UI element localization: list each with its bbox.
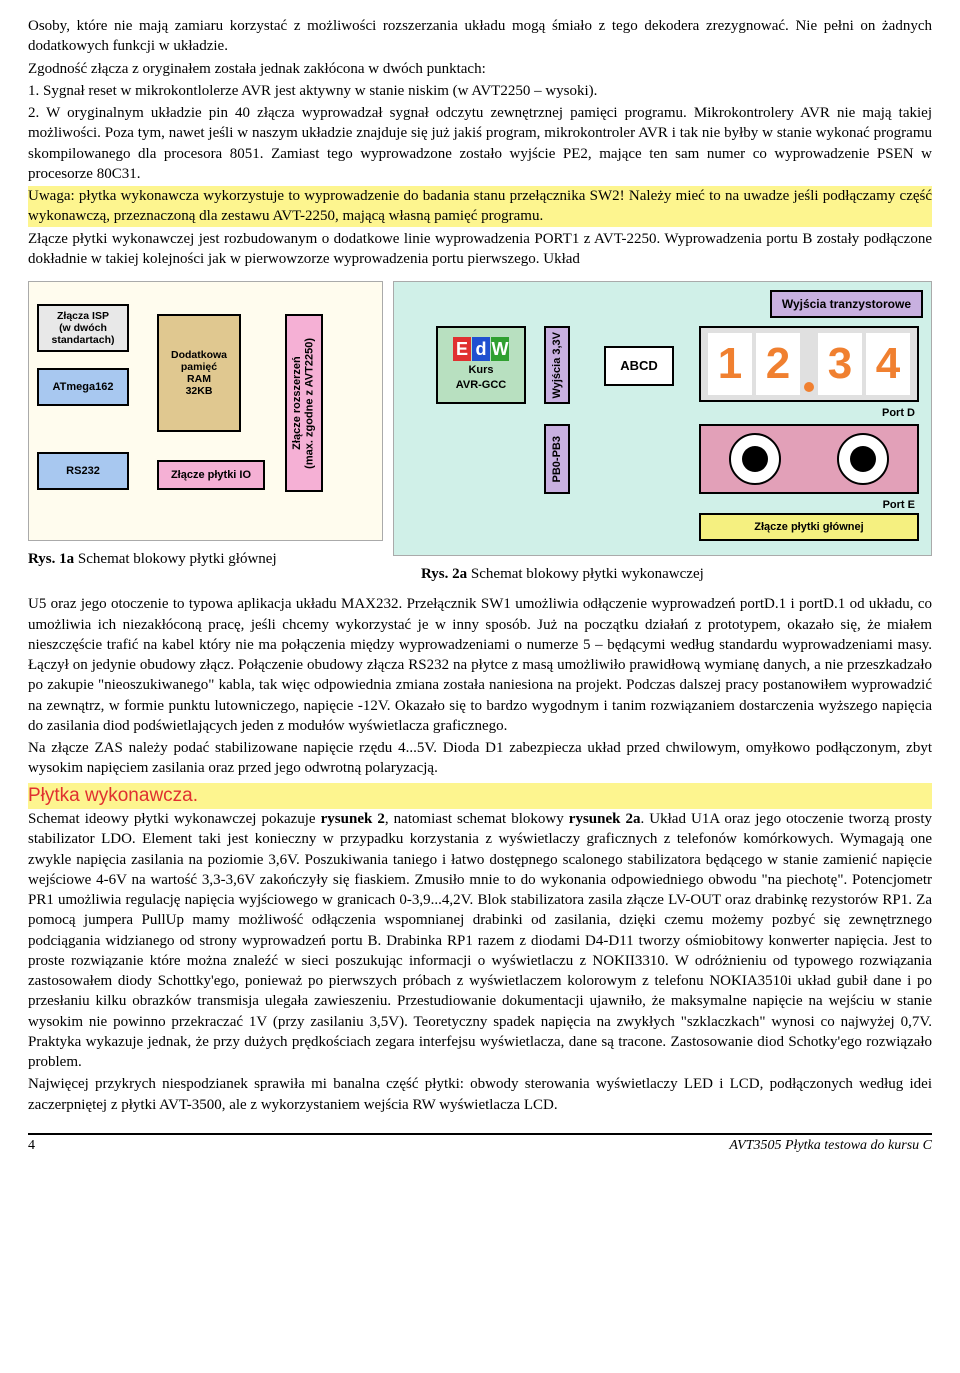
digit-4: 4 [866, 333, 910, 395]
kurs-box: EdW Kurs AVR-GCC [436, 326, 526, 404]
decimal-dot [804, 382, 814, 392]
paragraph-4: U5 oraz jego otoczenie to typowa aplikac… [28, 594, 932, 736]
main-board-conn: Złącze płytki głównej [699, 513, 919, 541]
list-item-2: 2. W oryginalnym układzie pin 40 złącza … [28, 103, 932, 184]
caption-2a-bold: Rys. 2a [421, 566, 467, 582]
io-conn-box: Złącze płytki IO [157, 460, 265, 490]
footer-title: AVT3505 Płytka testowa do kursu C [729, 1137, 932, 1156]
caption-2a-text: Schemat blokowy płytki wykonawczej [467, 566, 704, 582]
port-d-label: Port D [882, 406, 915, 421]
p6-b: rysunek 2 [321, 811, 385, 827]
list-item-1: 1. Sygnał reset w mikrokontlolerze AVR j… [28, 81, 932, 101]
caption-2a: Rys. 2a Schemat blokowy płytki wykonawcz… [421, 564, 932, 584]
caption-1a: Rys. 1a Schemat blokowy płytki głównej [28, 549, 383, 569]
seven-seg-display: 1 2 3 4 [699, 326, 919, 402]
caption-1a-bold: Rys. 1a [28, 551, 74, 567]
paragraph-6: Schemat ideowy płytki wykonawczej pokazu… [28, 809, 932, 1072]
paragraph-7: Najwięcej przykrych niespodzianek sprawi… [28, 1074, 932, 1115]
edw-logo: EdW [453, 337, 509, 361]
kurs-label: Kurs [468, 363, 493, 378]
transistor-outputs-box: Wyjścia tranzystorowe [770, 290, 923, 318]
section-title-exec: Płytka wykonawcza. [28, 783, 932, 809]
p6-d: rysunek 2a [569, 811, 641, 827]
out-33v-box: Wyjścia 3,3V [544, 326, 570, 404]
port-e-label: Port E [883, 498, 915, 513]
diagram-1a: Złącza ISP (w dwóch standartach) ATmega1… [28, 281, 383, 541]
page-footer: 4 AVT3505 Płytka testowa do kursu C [28, 1133, 932, 1156]
digit-1: 1 [708, 333, 752, 395]
encoders-box [699, 424, 919, 494]
digit-2: 2 [756, 333, 800, 395]
digit-3: 3 [818, 333, 862, 395]
diagram-2a: Wyjścia tranzystorowe EdW Kurs AVR-GCC W… [393, 281, 932, 556]
abcd-box: ABCD [604, 346, 674, 386]
p6-a: Schemat ideowy płytki wykonawczej pokazu… [28, 811, 321, 827]
paragraph-2: Zgodność złącza z oryginałem została jed… [28, 59, 932, 79]
diagram-row: Złącza ISP (w dwóch standartach) ATmega1… [28, 281, 932, 584]
caption-1a-text: Schemat blokowy płytki głównej [74, 551, 276, 567]
highlight-warning: Uwaga: płytka wykonawcza wykorzystuje to… [28, 186, 932, 227]
isp-box: Złącza ISP (w dwóch standartach) [37, 304, 129, 352]
rs232-box: RS232 [37, 452, 129, 490]
page-number: 4 [28, 1137, 35, 1156]
p6-c: , natomiast schemat blokowy [385, 811, 569, 827]
out-33v-label: Wyjścia 3,3V [550, 332, 565, 398]
paragraph-5: Na złącze ZAS należy podać stabilizowane… [28, 738, 932, 779]
expansion-conn-label: Złącze rozszerzeń (max. zgodne z AVT2250… [291, 338, 316, 469]
encoder-1 [729, 433, 781, 485]
avrgcc-label: AVR-GCC [456, 378, 507, 393]
paragraph-3: Złącze płytki wykonawczej jest rozbudowa… [28, 229, 932, 270]
atmega-box: ATmega162 [37, 368, 129, 406]
paragraph-1: Osoby, które nie mają zamiaru korzystać … [28, 16, 932, 57]
expansion-conn-box: Złącze rozszerzeń (max. zgodne z AVT2250… [285, 314, 323, 492]
ram-box: Dodatkowa pamięć RAM 32KB [157, 314, 241, 432]
pb0pb3-label: PB0-PB3 [550, 436, 565, 482]
pb0pb3-box: PB0-PB3 [544, 424, 570, 494]
p6-e: . Układ U1A oraz jego otoczenie tworzą p… [28, 811, 932, 1070]
encoder-2 [837, 433, 889, 485]
